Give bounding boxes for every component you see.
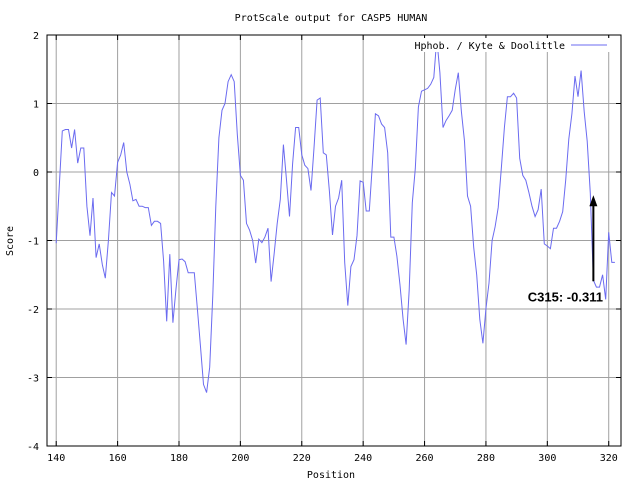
x-tick-labels: 140 160 180 200 220 240 260 280 300 320	[47, 453, 618, 464]
axis-ticks	[47, 34, 621, 447]
y-tick-label: -2	[27, 305, 39, 316]
x-tick-label: 200	[231, 453, 249, 464]
x-tick-label: 220	[293, 453, 311, 464]
x-tick-label: 300	[538, 453, 556, 464]
legend-background	[388, 38, 610, 52]
annotation-c315: C315: -0.311	[528, 195, 603, 304]
x-tick-label: 160	[109, 453, 127, 464]
y-tick-labels: 2 1 0 -1 -2 -3 -4	[27, 31, 39, 453]
x-axis-label: Position	[307, 470, 355, 481]
x-tick-label: 280	[477, 453, 495, 464]
y-tick-label: 1	[33, 100, 39, 111]
legend-label: Hphob. / Kyte & Doolittle	[414, 41, 565, 52]
series-line-hydrophobicity	[55, 38, 615, 393]
y-axis-label: Score	[5, 226, 16, 256]
annotation-label: C315: -0.311	[528, 289, 603, 304]
y-tick-label: 2	[33, 31, 39, 42]
x-tick-label: 240	[354, 453, 372, 464]
x-tick-label: 140	[47, 453, 65, 464]
x-tick-label: 180	[170, 453, 188, 464]
chart-title: ProtScale output for CASP5 HUMAN	[235, 13, 428, 24]
x-tick-label: 320	[600, 453, 618, 464]
y-tick-label: -4	[27, 442, 39, 453]
y-tick-label: -1	[27, 237, 39, 248]
grid-lines	[47, 35, 621, 446]
legend: Hphob. / Kyte & Doolittle	[388, 38, 610, 52]
y-tick-label: -3	[27, 374, 39, 385]
annotation-arrow-head	[589, 195, 598, 207]
y-tick-label: 0	[33, 168, 39, 179]
x-tick-label: 260	[416, 453, 434, 464]
